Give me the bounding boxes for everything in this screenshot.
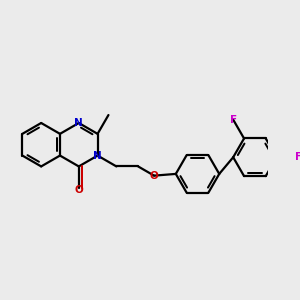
- Text: N: N: [93, 151, 102, 160]
- Text: N: N: [74, 118, 83, 128]
- Text: F: F: [295, 152, 300, 162]
- Text: O: O: [150, 171, 158, 181]
- Text: F: F: [230, 115, 237, 125]
- Text: O: O: [74, 185, 83, 195]
